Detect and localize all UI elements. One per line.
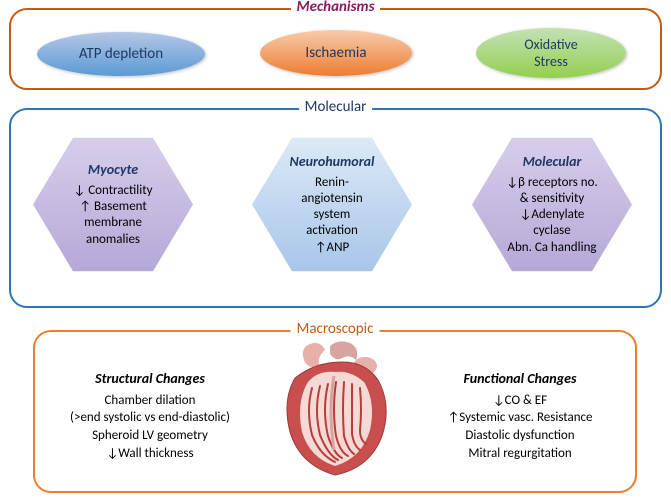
hex-line: angiotensin (290, 191, 375, 207)
hex-line: & sensitivity (506, 191, 598, 207)
mechanism-oxidative-stress: Oxidative Stress (476, 28, 626, 78)
hex-title: Molecular (506, 153, 598, 171)
structural-line: (>end systolic vs end-diastolic) (50, 409, 250, 427)
structural-title: Structural Changes (50, 370, 250, 389)
hex-line: Abn. Ca handling (506, 240, 598, 256)
mechanism-atp-depletion: ATP depletion (37, 32, 205, 76)
panel-title-molecular: Molecular (299, 98, 373, 116)
hex-line: membrane (74, 215, 153, 231)
hex-title: Neurohumoral (290, 153, 375, 171)
functional-line: ↓CO & EF (420, 392, 620, 410)
hex-line: activation (290, 223, 375, 239)
functional-line: Mitral regurgitation (420, 445, 620, 463)
hex-line: ↓β receptors no. (506, 175, 598, 191)
structural-changes: Structural Changes Chamber dilation (>en… (50, 370, 250, 462)
hex-line: Renin- (290, 175, 375, 191)
hex-neurohumoral: Neurohumoral Renin-angiotensinsystemactiv… (252, 132, 412, 277)
hex-title: Myocyte (74, 161, 153, 179)
mechanism-ischaemia: Ischaemia (260, 30, 412, 76)
hex-line: ↑ANP (290, 240, 375, 256)
hex-line: anomalies (74, 232, 153, 248)
hex-line: cyclase (506, 223, 598, 239)
hex-line: ↑ Basement (74, 199, 153, 215)
hex-line: ↓Adenylate (506, 207, 598, 223)
heart-illustration (270, 340, 400, 485)
panel-title-mechanisms: Mechanisms (291, 0, 381, 16)
functional-line: ↑Systemic vasc. Resistance (420, 409, 620, 427)
functional-title: Functional Changes (420, 370, 620, 389)
structural-line: Spheroid LV geometry (50, 427, 250, 445)
hex-molecular: Molecular ↓β receptors no.& sensitivity↓A… (472, 132, 632, 277)
functional-changes: Functional Changes ↓CO & EF ↑Systemic va… (420, 370, 620, 462)
structural-line: ↓Wall thickness (50, 445, 250, 463)
hex-myocyte: Myocyte ↓ Contractility↑ Basementmembrane… (33, 132, 193, 277)
hex-line: system (290, 207, 375, 223)
functional-line: Diastolic dysfunction (420, 427, 620, 445)
hex-line: ↓ Contractility (74, 183, 153, 199)
panel-title-macroscopic: Macroscopic (291, 320, 380, 338)
structural-line: Chamber dilation (50, 392, 250, 410)
